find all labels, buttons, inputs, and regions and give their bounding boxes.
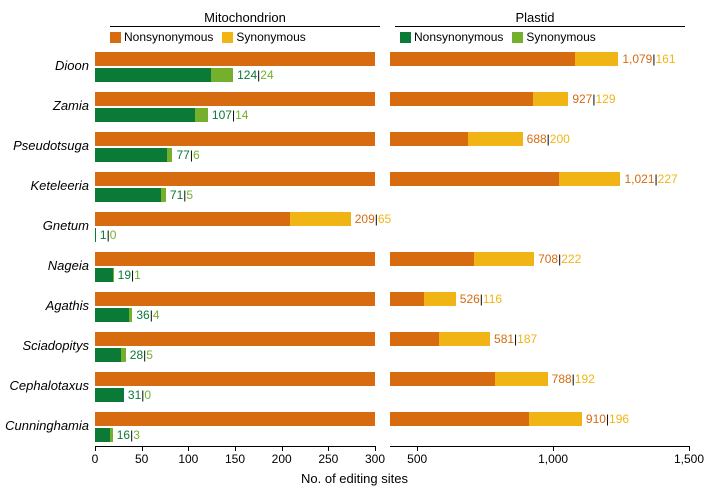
plastid-bar	[95, 108, 208, 122]
mito-bar	[95, 52, 375, 66]
tick-label: 250	[318, 452, 338, 466]
plot-area: Dioon1,079|161124|24Zamia927|129107|14Ps…	[95, 50, 689, 450]
legend-swatch-plast-nonsyn	[400, 32, 411, 43]
tick-label: 50	[135, 452, 148, 466]
mito-bar-right	[390, 252, 534, 266]
legend-label-mito-nonsyn: Nonsynonymous	[124, 30, 213, 44]
mito-bar	[95, 412, 375, 426]
mito-bar	[95, 132, 375, 146]
plastid-bar	[95, 68, 233, 82]
mito-value-label: 708|222	[538, 252, 581, 266]
mito-value-label: 1,021|227	[625, 172, 678, 186]
tick-label: 0	[92, 452, 99, 466]
tick-label: 500	[407, 452, 427, 466]
mito-bar	[95, 252, 375, 266]
species-row: Keteleeria1,021|22771|5	[95, 170, 689, 210]
legend-label-plast-nonsyn: Nonsynonymous	[414, 30, 503, 44]
mito-value-label: 209|65	[355, 212, 392, 226]
legend-swatch-plast-syn	[512, 32, 523, 43]
mito-value-label: 910|196	[586, 412, 629, 426]
mito-bar-right	[390, 412, 582, 426]
plastid-value-label: 36|4	[136, 308, 159, 322]
tick-label: 150	[225, 452, 245, 466]
mito-value-label: 688|200	[527, 132, 570, 146]
mito-bar	[95, 372, 375, 386]
species-name: Cephalotaxus	[0, 378, 89, 393]
header-rule-m	[110, 26, 380, 27]
mito-bar	[95, 172, 375, 186]
tick-label: 1,500	[674, 452, 704, 466]
species-name: Pseudotsuga	[0, 138, 89, 153]
species-row: Zamia927|129107|14	[95, 90, 689, 130]
mito-value-label: 1,079|161	[622, 52, 675, 66]
mito-bar-right	[390, 132, 523, 146]
plastid-bar	[95, 148, 172, 162]
species-name: Gnetum	[0, 218, 89, 233]
header-rule-p	[395, 26, 685, 27]
legend-swatch-mito-syn	[222, 32, 233, 43]
plastid-bar	[95, 188, 166, 202]
species-row: Dioon1,079|161124|24	[95, 50, 689, 90]
plastid-bar	[95, 228, 96, 242]
plastid-bar	[95, 388, 124, 402]
species-name: Keteleeria	[0, 178, 89, 193]
tick-label: 200	[272, 452, 292, 466]
plastid-value-label: 16|3	[117, 428, 140, 442]
species-row: Agathis526|11636|4	[95, 290, 689, 330]
species-row: Cunninghamia910|19616|3	[95, 410, 689, 450]
species-name: Sciadopitys	[0, 338, 89, 353]
species-name: Cunninghamia	[0, 418, 89, 433]
mito-value-label: 581|187	[494, 332, 537, 346]
mito-value-label: 788|192	[552, 372, 595, 386]
species-row: Pseudotsuga688|20077|6	[95, 130, 689, 170]
legend-plast: Nonsynonymous Synonymous	[400, 30, 596, 44]
species-row: Gnetum209|651|0	[95, 210, 689, 250]
mito-bar-right	[390, 52, 618, 66]
mito-bar-right	[390, 372, 548, 386]
plastid-bar	[95, 348, 126, 362]
mito-bar-right	[390, 92, 568, 106]
mito-bar-right	[390, 172, 620, 186]
mito-bar	[95, 212, 351, 226]
header-plastid: Plastid	[435, 10, 635, 25]
header-mitochondrion: Mitochondrion	[145, 10, 345, 25]
species-name: Nageia	[0, 258, 89, 273]
tick-label: 1,000	[538, 452, 568, 466]
plastid-value-label: 19|1	[118, 268, 141, 282]
mito-value-label: 927|129	[572, 92, 615, 106]
tick-label: 300	[365, 452, 385, 466]
plastid-value-label: 77|6	[176, 148, 199, 162]
plastid-bar	[95, 308, 132, 322]
mito-bar	[95, 292, 375, 306]
legend-mito: Nonsynonymous Synonymous	[110, 30, 306, 44]
species-name: Agathis	[0, 298, 89, 313]
tick-label: 100	[178, 452, 198, 466]
legend-label-mito-syn: Synonymous	[236, 30, 305, 44]
mito-bar	[95, 332, 375, 346]
species-row: Cephalotaxus788|19231|0	[95, 370, 689, 410]
plastid-bar	[95, 428, 113, 442]
plastid-value-label: 71|5	[170, 188, 193, 202]
species-row: Sciadopitys581|18728|5	[95, 330, 689, 370]
mito-value-label: 526|116	[460, 292, 502, 306]
plastid-value-label: 124|24	[237, 68, 274, 82]
plastid-value-label: 1|0	[100, 228, 117, 242]
plastid-value-label: 107|14	[212, 108, 249, 122]
mito-bar	[95, 92, 375, 106]
mito-bar-right	[390, 292, 456, 306]
plastid-value-label: 28|5	[130, 348, 153, 362]
editing-sites-chart: Mitochondrion Plastid Nonsynonymous Syno…	[10, 10, 699, 491]
legend-swatch-mito-nonsyn	[110, 32, 121, 43]
species-name: Dioon	[0, 58, 89, 73]
plastid-bar	[95, 268, 114, 282]
species-name: Zamia	[0, 98, 89, 113]
x-axis-title: No. of editing sites	[10, 471, 699, 486]
species-row: Nageia708|22219|1	[95, 250, 689, 290]
mito-bar-right	[390, 332, 490, 346]
plastid-value-label: 31|0	[128, 388, 151, 402]
legend-label-plast-syn: Synonymous	[526, 30, 595, 44]
